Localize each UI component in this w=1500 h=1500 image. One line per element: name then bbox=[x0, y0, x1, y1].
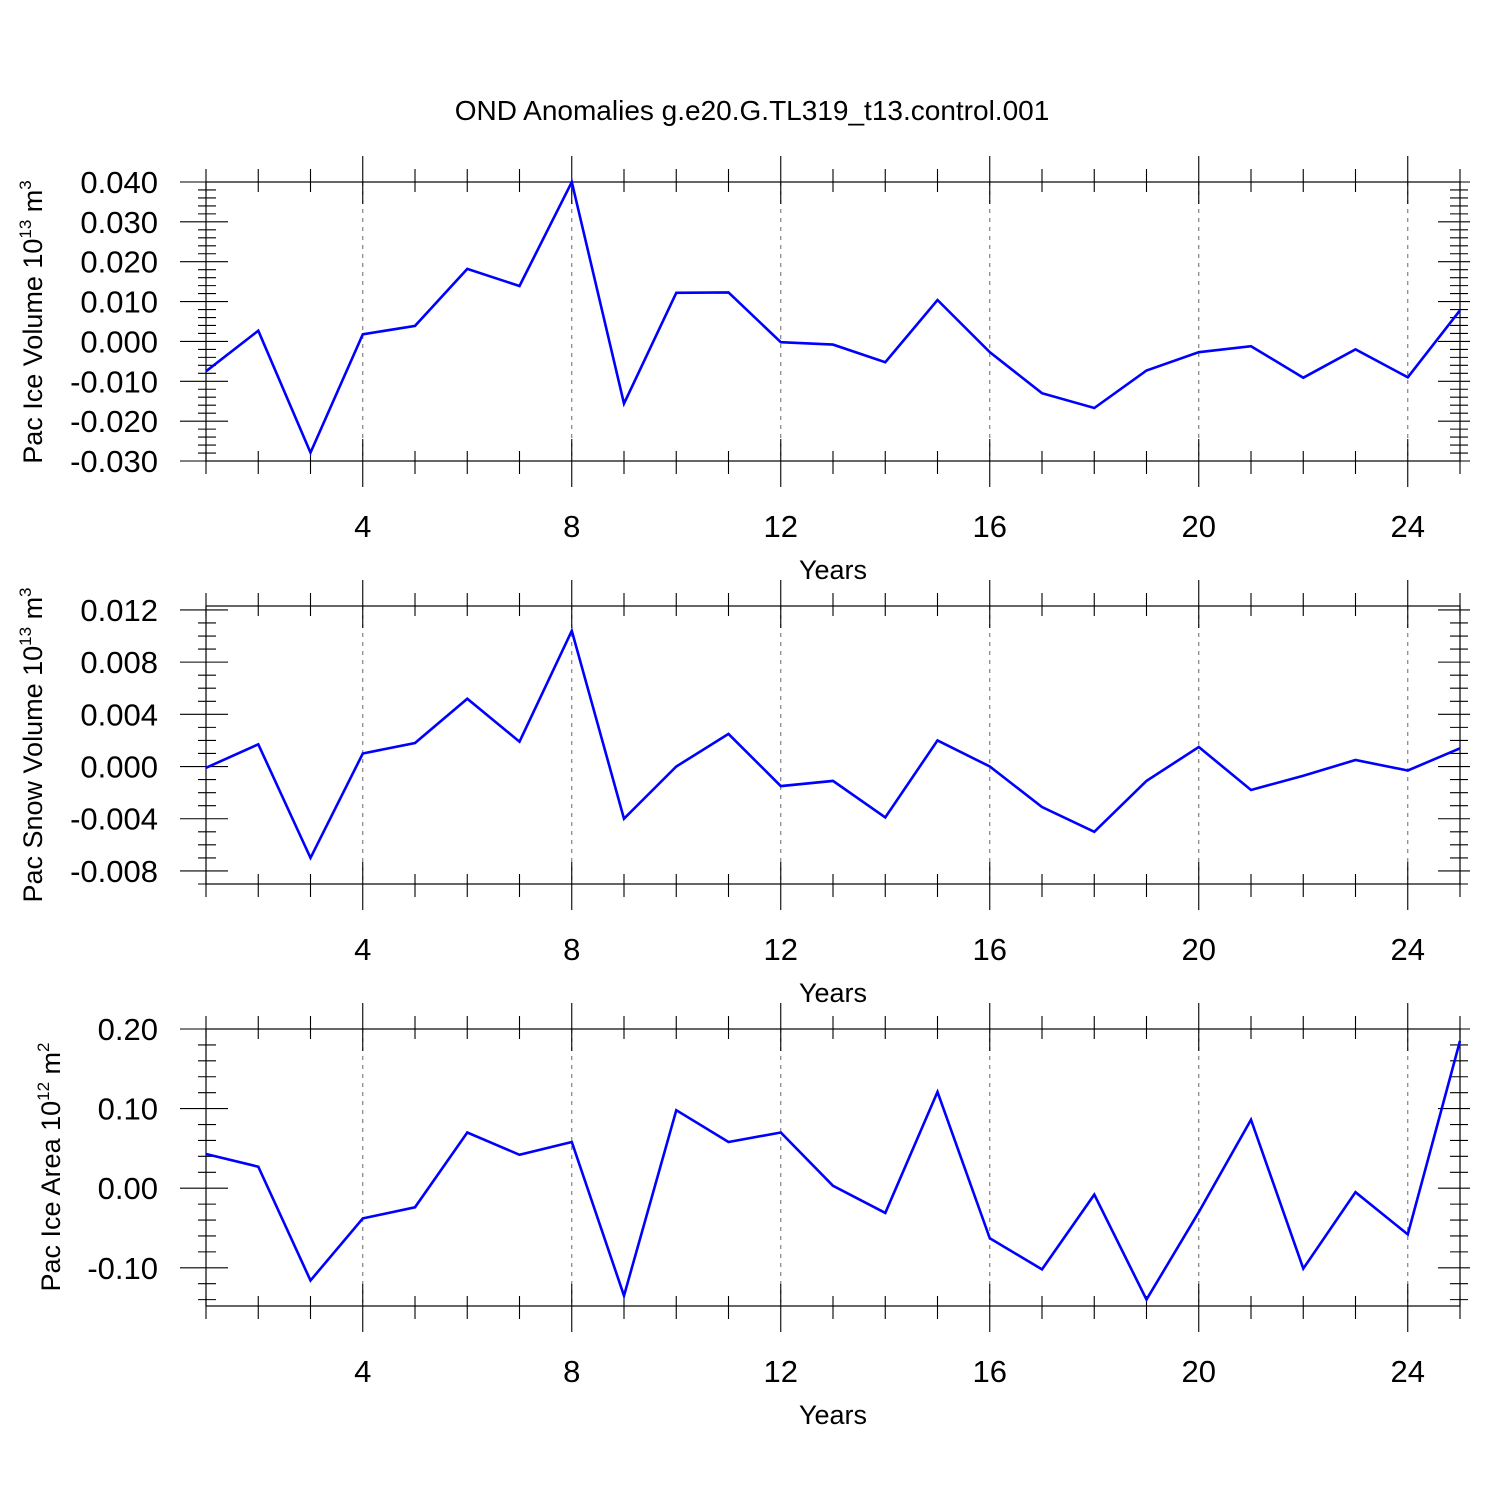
y-tick-label: 0.012 bbox=[80, 593, 158, 628]
y-tick-label: -0.10 bbox=[87, 1251, 158, 1286]
x-tick-label: 20 bbox=[1182, 1354, 1216, 1389]
x-tick-label: 12 bbox=[764, 509, 798, 544]
x-tick-label: 8 bbox=[563, 932, 580, 967]
x-axis-label: Years bbox=[799, 978, 867, 1008]
y-tick-label: 0.00 bbox=[98, 1171, 158, 1206]
x-tick-label: 8 bbox=[563, 1354, 580, 1389]
y-tick-label: 0.040 bbox=[80, 165, 158, 200]
y-tick-label: -0.030 bbox=[70, 444, 158, 479]
x-tick-label: 16 bbox=[973, 509, 1007, 544]
x-tick-label: 24 bbox=[1391, 1354, 1425, 1389]
x-tick-label: 8 bbox=[563, 509, 580, 544]
y-tick-label: 0.004 bbox=[80, 697, 158, 732]
figure-title: OND Anomalies g.e20.G.TL319_t13.control.… bbox=[455, 95, 1050, 126]
y-tick-label: -0.010 bbox=[70, 364, 158, 399]
x-tick-label: 12 bbox=[764, 1354, 798, 1389]
y-axis-label: Pac Ice Area 1012 m2 bbox=[34, 1042, 66, 1291]
y-tick-label: -0.004 bbox=[70, 802, 158, 837]
x-axis-label: Years bbox=[799, 555, 867, 585]
x-tick-label: 16 bbox=[973, 1354, 1007, 1389]
x-tick-label: 24 bbox=[1391, 509, 1425, 544]
y-tick-label: 0.10 bbox=[98, 1092, 158, 1127]
panel-snow-volume: 4 8 12 16 20 24 -0.008 -0.004 0.000 0.004 0.008 0.0… bbox=[16, 580, 1470, 1008]
y-tick-label: 0.000 bbox=[80, 324, 158, 359]
series-line-ice-volume bbox=[205, 178, 1462, 456]
x-tick-label: 20 bbox=[1182, 509, 1216, 544]
y-tick-label: 0.008 bbox=[80, 645, 158, 680]
panel-ice-area: 4 8 12 16 20 24 -0.10 0.00 0.10 0.20 Years Pac Ice … bbox=[34, 1003, 1470, 1430]
panels: 4 8 12 16 20 24 -0.030 -0.020 -0.010 0.000 0.010 0.… bbox=[16, 156, 1470, 1430]
x-tick-label: 4 bbox=[354, 1354, 371, 1389]
y-tick-label: 0.020 bbox=[80, 245, 158, 280]
y-tick-label: -0.020 bbox=[70, 404, 158, 439]
x-tick-label: 4 bbox=[354, 509, 371, 544]
x-tick-label: 16 bbox=[973, 932, 1007, 967]
y-axis-label: Pac Ice Volume 1013 m3 bbox=[16, 180, 48, 464]
x-tick-label: 20 bbox=[1182, 932, 1216, 967]
y-tick-label: 0.000 bbox=[80, 750, 158, 785]
y-tick-label: 0.030 bbox=[80, 205, 158, 240]
y-axis-label: Pac Snow Volume 1013 m3 bbox=[16, 587, 48, 902]
y-tick-label: -0.008 bbox=[70, 854, 158, 889]
x-tick-label: 4 bbox=[354, 932, 371, 967]
x-axis-label: Years bbox=[799, 1400, 867, 1430]
x-tick-label: 24 bbox=[1391, 932, 1425, 967]
y-tick-label: 0.010 bbox=[80, 285, 158, 320]
x-tick-label: 12 bbox=[764, 932, 798, 967]
panel-ice-volume: 4 8 12 16 20 24 -0.030 -0.020 -0.010 0.000 0.010 0.… bbox=[16, 156, 1470, 585]
y-tick-label: 0.20 bbox=[98, 1012, 158, 1047]
